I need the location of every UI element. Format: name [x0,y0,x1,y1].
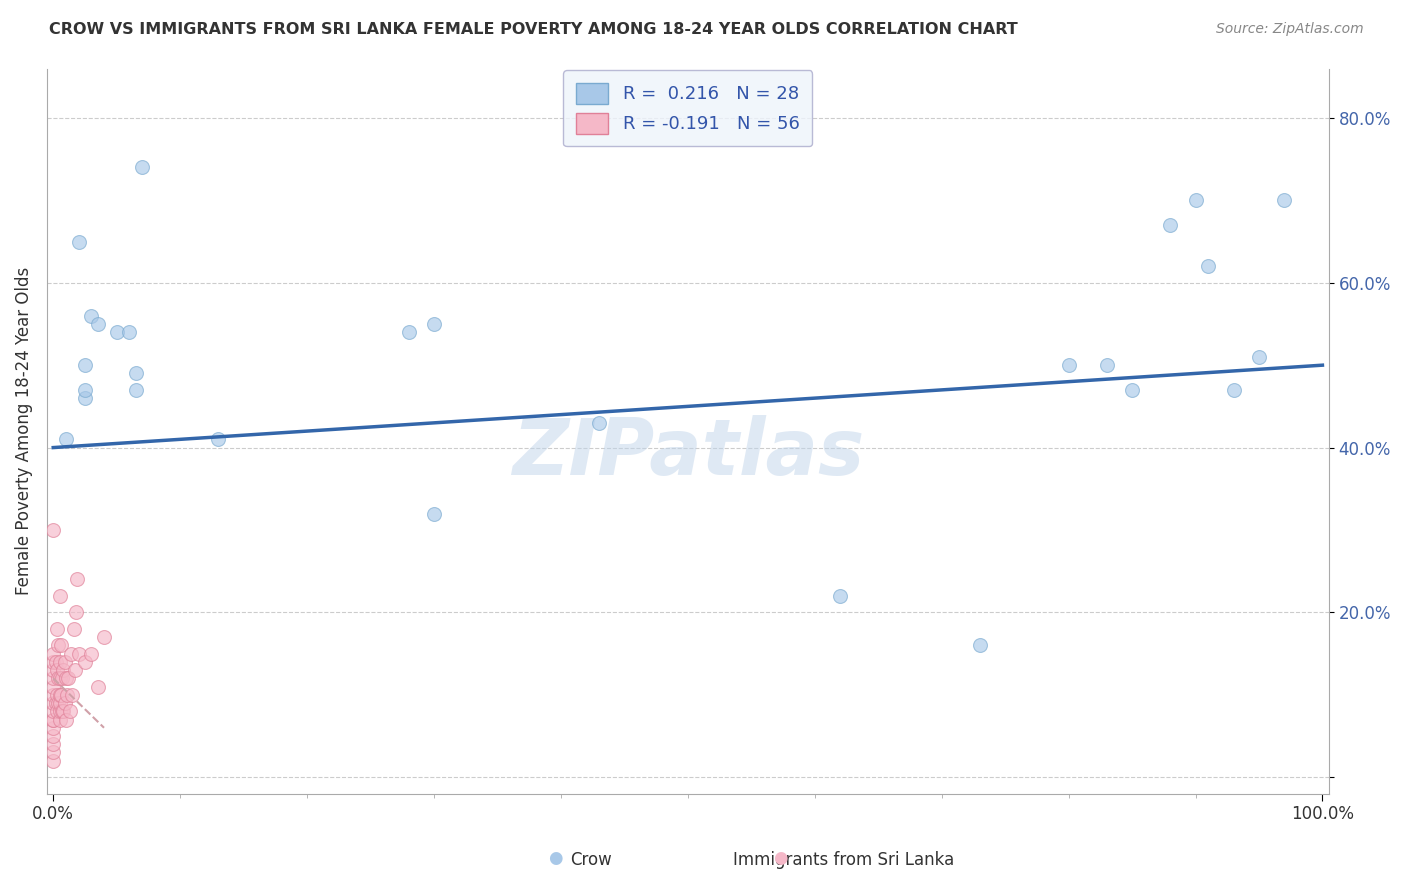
Point [51,704,73,718]
Point [125,383,148,397]
Point [60,647,83,661]
Point [53,655,76,669]
Point [125,367,148,381]
Point [53,696,76,710]
Text: ●: ● [773,848,787,866]
Point [1121,383,1143,397]
Point [55,433,77,447]
Point [423,507,446,521]
Point [80,309,103,323]
Point [63,663,86,677]
Point [48,696,70,710]
Point [48,589,70,603]
Y-axis label: Female Poverty Among 18-24 Year Olds: Female Poverty Among 18-24 Year Olds [15,267,32,595]
Point [398,325,420,339]
Point [969,638,991,652]
Point [48,713,70,727]
Point [46,704,69,718]
Point [42,729,65,743]
Point [588,416,610,430]
Point [131,161,153,175]
Point [1197,260,1219,274]
Point [42,754,65,768]
Point [73,655,96,669]
Point [423,317,446,331]
Point [105,325,128,339]
Point [46,638,69,652]
Point [67,647,90,661]
Point [86,680,108,694]
Point [62,622,84,636]
Text: Source: ZipAtlas.com: Source: ZipAtlas.com [1216,22,1364,37]
Point [42,655,65,669]
Point [42,680,65,694]
Text: CROW VS IMMIGRANTS FROM SRI LANKA FEMALE POVERTY AMONG 18-24 YEAR OLDS CORRELATI: CROW VS IMMIGRANTS FROM SRI LANKA FEMALE… [49,22,1018,37]
Point [93,630,115,644]
Point [46,688,69,702]
Point [42,713,65,727]
Point [66,573,89,587]
Point [46,663,69,677]
Point [1184,194,1206,208]
Point [42,688,65,702]
Point [73,383,96,397]
Point [80,647,103,661]
Point [49,638,72,652]
Point [46,622,69,636]
Point [52,663,75,677]
Point [48,704,70,718]
Point [42,721,65,735]
Point [42,647,65,661]
Point [48,688,70,702]
Point [830,589,852,603]
Point [45,655,67,669]
Point [1095,358,1118,372]
Point [1057,358,1080,372]
Point [42,746,65,760]
Point [67,235,90,249]
Point [73,358,96,372]
Point [1247,350,1270,364]
Point [48,671,70,685]
Point [52,704,75,718]
Point [59,704,82,718]
Legend: R =  0.216   N = 28, R = -0.191   N = 56: R = 0.216 N = 28, R = -0.191 N = 56 [564,70,813,146]
Point [65,606,87,620]
Point [73,391,96,405]
Point [45,696,67,710]
Point [46,671,69,685]
Point [58,671,80,685]
Point [42,696,65,710]
Point [118,325,141,339]
Point [1222,383,1244,397]
Point [46,696,69,710]
Point [42,671,65,685]
Point [42,713,65,727]
Point [42,523,65,537]
Point [1159,218,1181,232]
Point [207,433,229,447]
Point [42,737,65,751]
Point [42,704,65,718]
Text: ●: ● [548,848,562,866]
Text: ZIPatlas: ZIPatlas [512,415,863,491]
Point [48,655,70,669]
Point [49,688,72,702]
Point [56,688,79,702]
Point [86,317,108,331]
Point [51,671,73,685]
Point [42,663,65,677]
Point [60,688,83,702]
Text: Crow: Crow [569,851,612,869]
Point [55,713,77,727]
Point [55,671,77,685]
Point [1272,194,1295,208]
Text: Immigrants from Sri Lanka: Immigrants from Sri Lanka [733,851,955,869]
